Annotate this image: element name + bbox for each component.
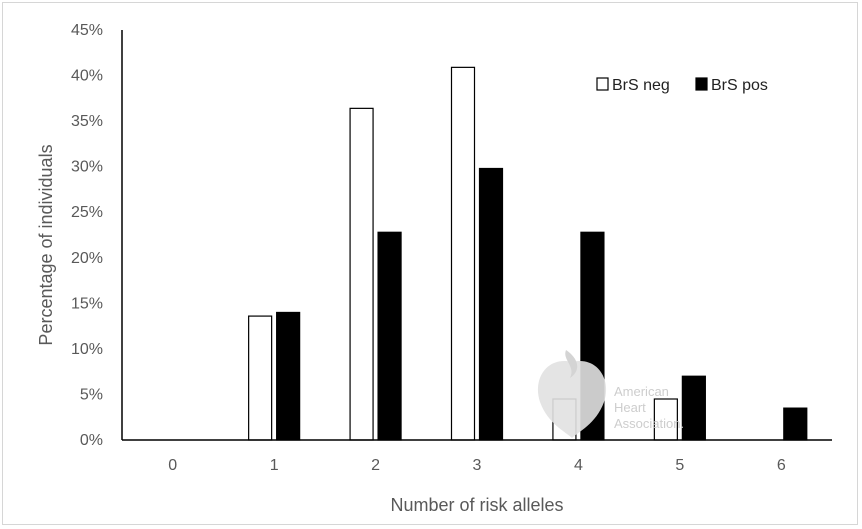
watermark-line-1: American	[614, 384, 669, 399]
bar-brs-pos-5	[681, 375, 706, 441]
y-tick-labels: 0% 5% 10% 15% 20% 25% 30% 35% 40% 45%	[71, 22, 103, 449]
x-tick-label: 1	[270, 457, 279, 474]
y-tick-label: 45%	[71, 22, 103, 39]
y-tick-label: 40%	[71, 68, 103, 85]
y-tick-label: 20%	[71, 250, 103, 267]
watermark-line-3: Association.	[614, 416, 684, 431]
legend-swatch-brs-pos	[695, 77, 708, 91]
x-tick-label: 3	[473, 457, 482, 474]
x-tick-label: 0	[168, 457, 177, 474]
bar-brs-pos-3	[478, 167, 504, 441]
bar-brs-neg-2	[349, 107, 374, 441]
y-tick-label: 5%	[80, 386, 103, 403]
y-tick-label: 15%	[71, 295, 103, 312]
y-tick-label: 0%	[80, 432, 103, 449]
y-tick-label: 10%	[71, 341, 103, 358]
legend-label-brs-neg: BrS neg	[612, 77, 670, 94]
bar-brs-neg-1	[248, 315, 273, 441]
y-tick-label: 30%	[71, 159, 103, 176]
bar-brs-pos-2	[377, 231, 402, 441]
legend-swatch-brs-neg	[596, 77, 609, 91]
y-tick-label: 25%	[71, 204, 103, 221]
bar-brs-pos-6	[783, 407, 808, 441]
x-axis-title: Number of risk alleles	[390, 495, 563, 515]
legend: BrS neg BrS pos	[596, 77, 768, 94]
x-tick-labels: 0 1 2 3 4 5 6	[168, 457, 786, 474]
heart-torch-icon	[537, 350, 607, 438]
x-tick-label: 4	[574, 457, 583, 474]
x-tick-label: 2	[371, 457, 380, 474]
watermark-line-2: Heart	[614, 400, 646, 415]
watermark: American Heart Association.	[537, 350, 684, 438]
bars	[248, 66, 808, 441]
legend-label-brs-pos: BrS pos	[711, 77, 768, 94]
bar-brs-pos-1	[276, 311, 301, 441]
x-tick-label: 5	[675, 457, 684, 474]
bar-brs-neg-3	[450, 66, 476, 441]
y-axis-title: Percentage of individuals	[36, 144, 56, 345]
x-tick-label: 6	[777, 457, 786, 474]
y-tick-label: 35%	[71, 113, 103, 130]
